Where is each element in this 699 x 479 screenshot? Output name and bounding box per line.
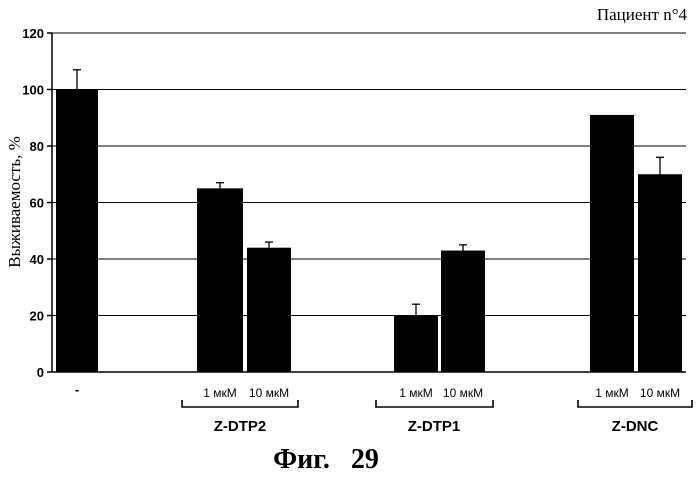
group-label: Z-DNC — [612, 418, 659, 435]
bar — [394, 316, 438, 373]
error-bars — [73, 70, 664, 316]
group-bracket — [376, 400, 493, 407]
x-tick-label: - — [75, 382, 79, 397]
y-tick-label: 60 — [30, 196, 44, 211]
x-tick-label: 10 мкМ — [443, 386, 483, 400]
group-bracket — [578, 400, 692, 407]
bar — [247, 248, 291, 372]
bar — [590, 115, 634, 372]
x-tick-label: 1 мкМ — [595, 386, 629, 400]
group-label: Z-DTP1 — [408, 418, 461, 435]
y-tick-label: 40 — [30, 252, 44, 267]
x-tick-label: 10 мкМ — [640, 386, 680, 400]
bar — [197, 188, 243, 372]
group-label: Z-DTP2 — [214, 418, 267, 435]
group-brackets: Z-DTP2 Z-DTP1 Z-DNC — [182, 400, 692, 435]
y-axis-label: Выживаемость, % — [5, 136, 24, 268]
group-bracket — [182, 400, 298, 407]
bars — [56, 90, 682, 373]
bar — [56, 90, 98, 373]
x-tick-label: 10 мкМ — [249, 386, 289, 400]
y-tick-label: 80 — [30, 139, 44, 154]
x-tick-label: 1 мкМ — [399, 386, 433, 400]
figure-caption: Фиг. 29 — [273, 444, 379, 475]
bar — [638, 174, 682, 372]
bar — [441, 251, 485, 372]
y-tick-label: 20 — [30, 309, 44, 324]
patient-label: Пациент n°4 — [597, 5, 688, 24]
y-tick-label: 0 — [37, 365, 44, 380]
y-tick-label: 100 — [22, 83, 44, 98]
y-axis-ticks: 0 20 40 60 80 100 120 — [22, 26, 52, 380]
y-tick-label: 120 — [22, 26, 44, 41]
x-axis-labels: - 1 мкМ 10 мкМ 1 мкМ 10 мкМ 1 мкМ 10 мкМ — [75, 382, 680, 400]
x-tick-label: 1 мкМ — [203, 386, 237, 400]
